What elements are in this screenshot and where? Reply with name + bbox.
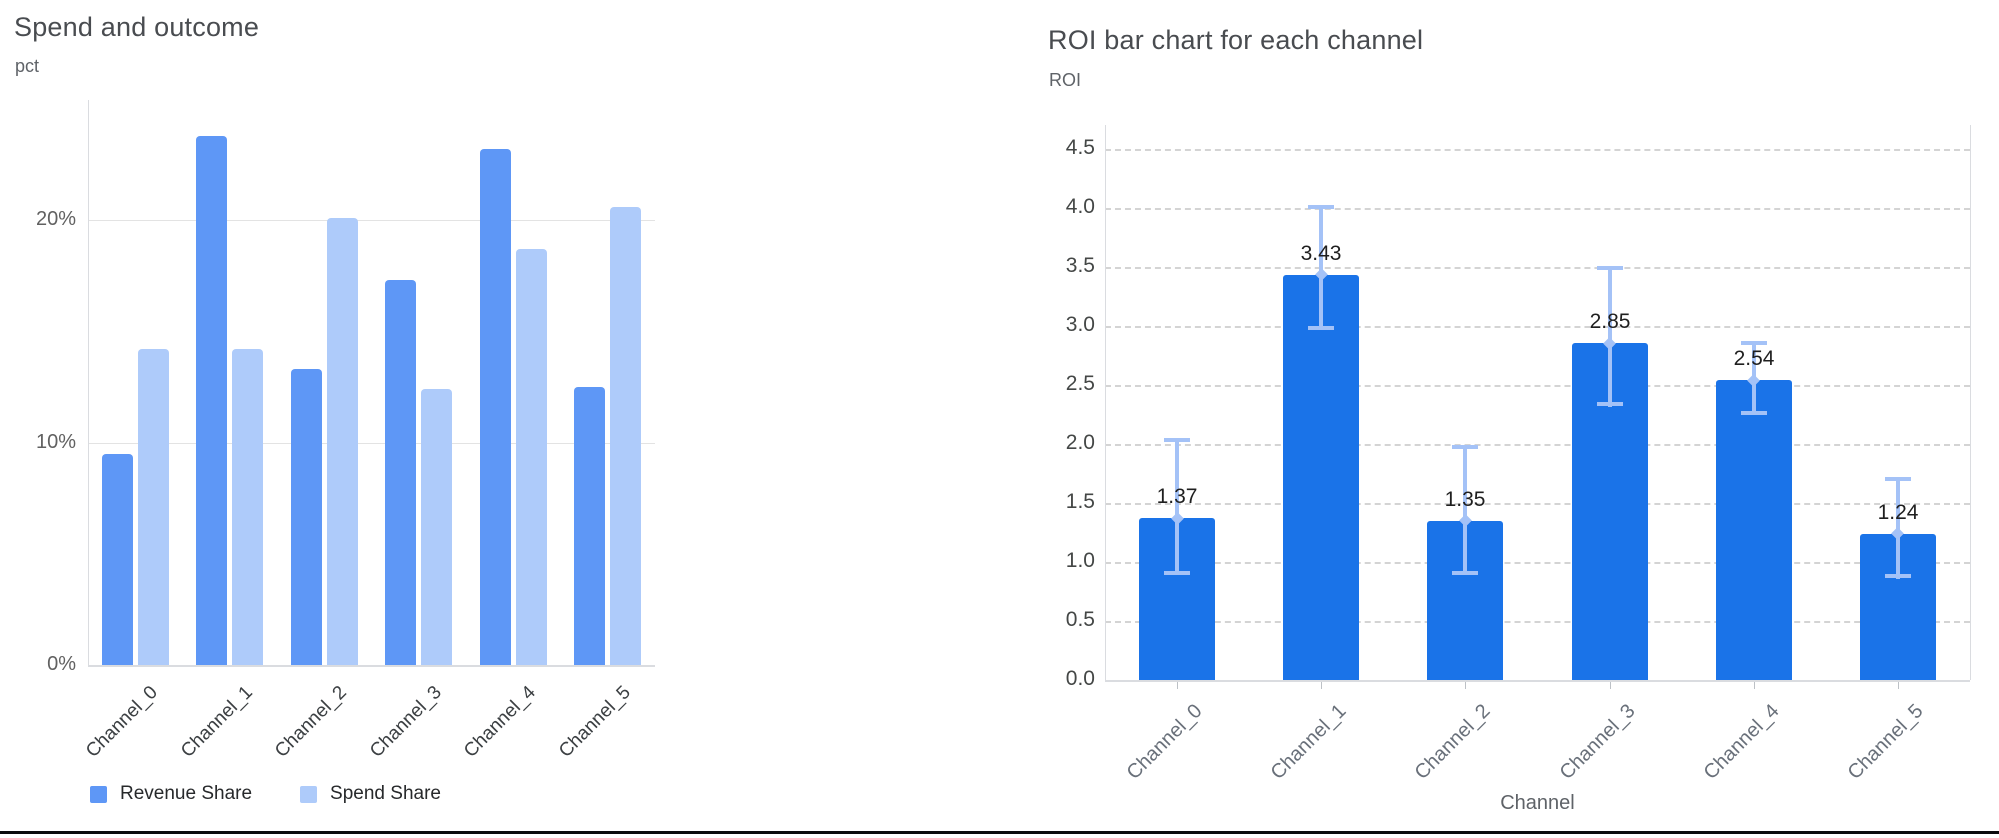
roi-gridline-4.5 — [1105, 149, 1970, 151]
roi-gridline-0.5 — [1105, 621, 1970, 623]
y-tick-label-0%: 0% — [47, 653, 76, 675]
roi-x-tick-channel_5 — [1898, 682, 1899, 689]
roi-value-label-channel_2: 1.35 — [1444, 488, 1486, 511]
roi-gridline-3.0 — [1105, 326, 1970, 328]
spend-outcome-y-unit-label: pct — [15, 56, 40, 76]
error-bar-line-channel_3 — [1608, 266, 1612, 407]
roi-gridline-0.0 — [1105, 680, 1970, 682]
bar-spend-share-channel_2[interactable] — [327, 218, 358, 665]
roi-y-tick-label-2.0: 2.0 — [1065, 431, 1095, 454]
bar-revenue-share-channel_4[interactable] — [480, 149, 511, 665]
bar-revenue-share-channel_1[interactable] — [196, 136, 227, 665]
bar-revenue-share-channel_2[interactable] — [291, 369, 322, 665]
error-bar-cap-top-channel_2 — [1452, 445, 1478, 449]
bar-spend-share-channel_0[interactable] — [138, 349, 169, 665]
revenue-share-swatch-icon — [90, 785, 107, 803]
spend-share-swatch-icon — [300, 785, 318, 803]
roi-value-label-channel_1: 3.43 — [1300, 242, 1342, 265]
bar-revenue-share-channel_5[interactable] — [574, 387, 605, 665]
error-bar-cap-bottom-channel_4 — [1741, 411, 1767, 415]
bar-revenue-share-channel_0[interactable] — [102, 454, 133, 665]
spend-share-legend-label: Spend Share — [330, 783, 441, 804]
error-bar-cap-top-channel_3 — [1597, 266, 1623, 270]
roi-y-tick-label-1.0: 1.0 — [1065, 549, 1095, 572]
roi-gridline-4.0 — [1105, 208, 1970, 210]
y-gridline-10% — [88, 443, 655, 444]
roi-gridline-2.0 — [1105, 444, 1970, 446]
y-gridline-20% — [88, 220, 655, 221]
roi-x-tick-channel_2 — [1465, 682, 1466, 689]
error-bar-cap-bottom-channel_3 — [1597, 402, 1623, 406]
roi-y-tick-label-4.5: 4.5 — [1065, 136, 1095, 159]
roi-x-tick-channel_1 — [1321, 682, 1322, 689]
roi-gridline-3.5 — [1105, 267, 1970, 269]
error-bar-cap-bottom-channel_0 — [1164, 571, 1190, 575]
spend-outcome-title: Spend and outcome — [14, 12, 260, 42]
roi-axis-line-left — [1105, 125, 1106, 680]
error-bar-cap-bottom-channel_1 — [1308, 326, 1334, 330]
legend-item-revenue-share[interactable]: Revenue Share — [90, 783, 252, 805]
y-tick-label-20%: 20% — [35, 208, 76, 230]
spend-outcome-legend: Revenue Share Spend Share — [90, 783, 441, 805]
roi-value-label-channel_0: 1.37 — [1156, 485, 1198, 508]
roi-value-label-channel_4: 2.54 — [1733, 347, 1775, 370]
bar-spend-share-channel_3[interactable] — [421, 389, 452, 665]
roi-gridline-2.5 — [1105, 385, 1970, 387]
bar-spend-share-channel_5[interactable] — [610, 207, 641, 665]
error-bar-cap-top-channel_5 — [1885, 477, 1911, 481]
error-bar-cap-top-channel_4 — [1741, 341, 1767, 345]
error-bar-line-channel_0 — [1175, 438, 1179, 575]
roi-axis-line-right — [1970, 125, 1971, 680]
error-bar-cap-top-channel_0 — [1164, 438, 1190, 442]
error-bar-cap-top-channel_1 — [1308, 205, 1334, 209]
bar-spend-share-channel_1[interactable] — [232, 349, 263, 665]
roi-value-label-channel_5: 1.24 — [1877, 501, 1919, 524]
roi-y-tick-label-0.5: 0.5 — [1065, 608, 1095, 631]
error-bar-cap-bottom-channel_2 — [1452, 571, 1478, 575]
roi-y-tick-label-0.0: 0.0 — [1065, 667, 1095, 690]
roi-value-label-channel_3: 2.85 — [1589, 310, 1631, 333]
roi-y-tick-label-3.0: 3.0 — [1065, 313, 1095, 336]
roi-x-axis-title: Channel — [1500, 792, 1575, 814]
roi-bar-channel_4[interactable] — [1716, 380, 1792, 680]
roi-gridline-1.0 — [1105, 562, 1970, 564]
y-tick-label-10%: 10% — [35, 431, 76, 453]
error-bar-line-channel_1 — [1319, 205, 1323, 330]
roi-y-tick-label-1.5: 1.5 — [1065, 490, 1095, 513]
roi-x-tick-channel_4 — [1754, 682, 1755, 689]
roi-x-tick-channel_3 — [1610, 682, 1611, 689]
error-bar-line-channel_2 — [1463, 445, 1467, 575]
error-bar-cap-bottom-channel_5 — [1885, 574, 1911, 578]
legend-item-spend-share[interactable]: Spend Share — [300, 783, 441, 805]
bar-revenue-share-channel_3[interactable] — [385, 280, 416, 665]
bottom-divider — [0, 831, 1999, 834]
roi-x-tick-channel_0 — [1177, 682, 1178, 689]
roi-chart-title: ROI bar chart for each channel — [1048, 25, 1424, 55]
revenue-share-legend-label: Revenue Share — [120, 783, 253, 804]
bar-spend-share-channel_4[interactable] — [516, 249, 547, 665]
roi-y-axis-label: ROI — [1049, 70, 1082, 90]
y-gridline-0% — [88, 665, 655, 667]
roi-bar-channel_1[interactable] — [1283, 275, 1359, 680]
roi-gridline-1.5 — [1105, 503, 1970, 505]
roi-y-tick-label-4.0: 4.0 — [1065, 195, 1095, 218]
y-axis-line — [88, 100, 89, 665]
roi-y-tick-label-2.5: 2.5 — [1065, 372, 1095, 395]
roi-y-tick-label-3.5: 3.5 — [1065, 254, 1095, 277]
